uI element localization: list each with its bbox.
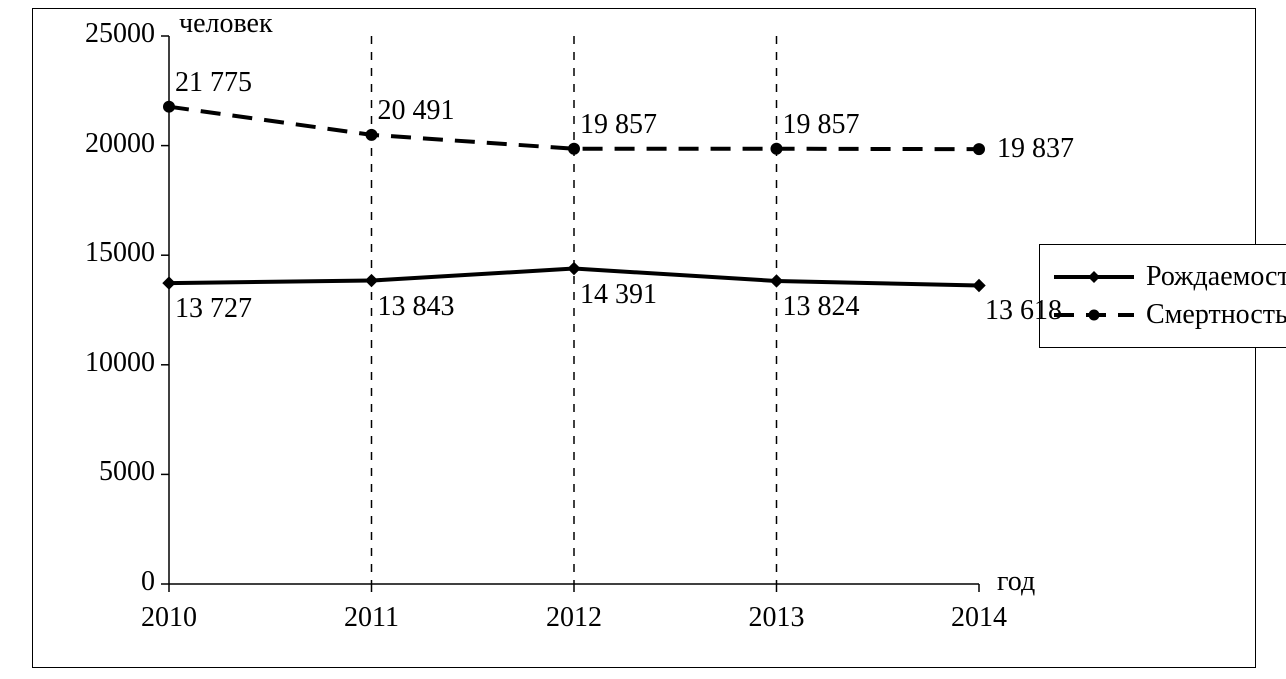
x-tick-label: 2012 bbox=[534, 602, 614, 634]
x-tick-label: 2011 bbox=[332, 602, 412, 634]
legend-sample-0 bbox=[1054, 267, 1134, 287]
data-label: 13 727 bbox=[175, 293, 252, 325]
data-label: 20 491 bbox=[378, 95, 455, 127]
data-label: 13 618 bbox=[985, 295, 1062, 327]
x-tick-label: 2010 bbox=[129, 602, 209, 634]
y-tick-label: 5000 bbox=[99, 456, 155, 488]
y-tick-label: 15000 bbox=[85, 237, 155, 269]
data-label: 19 857 bbox=[783, 109, 860, 141]
data-label: 19 837 bbox=[997, 133, 1074, 165]
legend-item-1: Смертность bbox=[1054, 299, 1286, 331]
y-axis-title: человек bbox=[179, 8, 273, 40]
data-label: 19 857 bbox=[580, 109, 657, 141]
y-tick-label: 20000 bbox=[85, 128, 155, 160]
data-label: 14 391 bbox=[580, 279, 657, 311]
legend-item-0: Рождаемость bbox=[1054, 261, 1286, 293]
chart-container: человек год Рождаемость Смертность 0 5000… bbox=[0, 0, 1286, 679]
data-label: 21 775 bbox=[175, 67, 252, 99]
x-tick-label: 2014 bbox=[939, 602, 1019, 634]
y-tick-label: 10000 bbox=[85, 347, 155, 379]
data-label: 13 843 bbox=[378, 291, 455, 323]
legend: Рождаемость Смертность bbox=[1039, 244, 1286, 348]
y-tick-label: 25000 bbox=[85, 18, 155, 50]
data-label: 13 824 bbox=[783, 291, 860, 323]
x-axis-title: год bbox=[997, 566, 1035, 598]
x-tick-label: 2013 bbox=[737, 602, 817, 634]
legend-label-0: Рождаемость bbox=[1146, 261, 1286, 293]
legend-sample-1 bbox=[1054, 305, 1134, 325]
y-tick-label: 0 bbox=[141, 566, 155, 598]
legend-label-1: Смертность bbox=[1146, 299, 1286, 331]
